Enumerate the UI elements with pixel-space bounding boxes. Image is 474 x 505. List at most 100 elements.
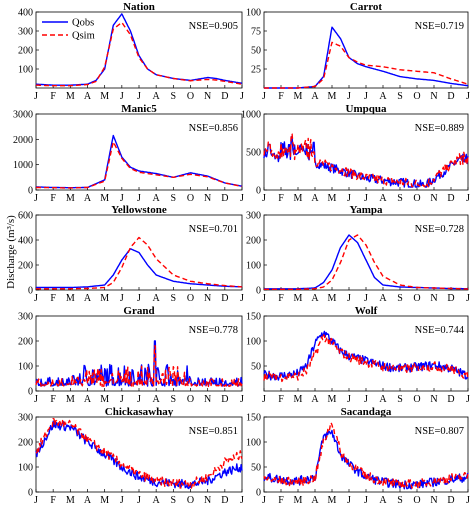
series-line-qsim <box>35 417 243 489</box>
x-tick-label: J <box>466 193 470 204</box>
x-tick-label: J <box>120 495 124 505</box>
x-tick-label: M <box>100 394 109 405</box>
nse-label: NSE=0.905 <box>189 21 238 32</box>
y-tick-label: 150 <box>246 312 261 323</box>
y-tick-label: 50 <box>251 362 261 373</box>
x-tick-label: S <box>171 293 177 304</box>
x-tick-label: A <box>153 495 161 505</box>
x-tick-label: N <box>204 495 211 505</box>
y-axis-label: Discharge (m³/s) <box>5 215 17 289</box>
y-tick-label: 100 <box>246 337 261 348</box>
x-tick-label: J <box>240 193 244 204</box>
x-tick-label: A <box>84 495 92 505</box>
x-tick-label: O <box>187 91 194 102</box>
x-tick-label: O <box>413 495 420 505</box>
x-tick-label: A <box>153 394 161 405</box>
x-tick-label: J <box>364 394 368 405</box>
legend: Qobs Qsim <box>42 18 95 42</box>
x-tick-label: J <box>120 91 124 102</box>
x-tick-label: N <box>204 193 211 204</box>
y-tick-label: 300 <box>18 413 33 424</box>
x-tick-label: J <box>262 193 266 204</box>
x-tick-label: F <box>50 495 56 505</box>
nse-label: NSE=0.889 <box>415 123 464 134</box>
series-line-qsim <box>263 133 469 188</box>
series-line-qsim <box>35 345 243 388</box>
series-line-qsim <box>263 422 469 490</box>
x-tick-label: J <box>137 495 141 505</box>
x-tick-label: J <box>364 91 368 102</box>
y-tick-label: 25 <box>251 65 261 76</box>
x-tick-label: M <box>294 293 303 304</box>
y-tick-label: 1000 <box>13 160 33 171</box>
panel-title: Chickasawhay <box>105 406 174 418</box>
x-tick-label: D <box>447 91 454 102</box>
x-tick-label: J <box>262 293 266 304</box>
x-tick-label: A <box>311 495 319 505</box>
x-tick-label: J <box>240 91 244 102</box>
x-tick-label: M <box>66 495 75 505</box>
y-tick-label: 150 <box>246 413 261 424</box>
nse-label: NSE=0.807 <box>415 426 464 437</box>
x-tick-label: M <box>100 495 109 505</box>
y-tick-label: 100 <box>246 8 261 19</box>
x-tick-label: D <box>221 91 228 102</box>
x-tick-label: J <box>466 495 470 505</box>
panel-title: Wolf <box>355 305 378 317</box>
panel-title: Manic5 <box>121 103 157 115</box>
x-tick-label: J <box>466 394 470 405</box>
y-tick-label: 0 <box>28 186 33 197</box>
plot-frame <box>35 11 243 89</box>
x-tick-label: J <box>347 91 351 102</box>
x-tick-label: A <box>379 91 387 102</box>
y-tick-label: 200 <box>18 261 33 272</box>
nse-label: NSE=0.778 <box>189 325 238 336</box>
y-tick-label: 100 <box>18 463 33 474</box>
x-tick-label: J <box>347 394 351 405</box>
y-tick-label: 400 <box>18 8 33 19</box>
y-tick-label: 400 <box>18 236 33 247</box>
x-tick-label: M <box>328 394 337 405</box>
x-tick-label: O <box>187 495 194 505</box>
x-tick-label: M <box>328 91 337 102</box>
x-tick-label: O <box>187 293 194 304</box>
x-tick-label: J <box>240 394 244 405</box>
x-tick-label: J <box>34 193 38 204</box>
x-tick-label: M <box>66 394 75 405</box>
x-tick-label: A <box>311 193 319 204</box>
x-tick-label: M <box>66 91 75 102</box>
plot-frame <box>35 113 243 191</box>
x-tick-label: S <box>397 394 403 405</box>
y-tick-label: 0 <box>256 488 261 499</box>
panel-title: Yellowstone <box>111 204 167 216</box>
x-tick-label: J <box>364 495 368 505</box>
x-tick-label: F <box>278 293 284 304</box>
panel-title: Yampa <box>349 204 383 216</box>
series-line-qsim <box>36 141 243 189</box>
x-tick-label: N <box>430 394 437 405</box>
x-tick-label: O <box>413 91 420 102</box>
nse-label: NSE=0.719 <box>415 21 464 32</box>
x-tick-label: J <box>262 394 266 405</box>
y-tick-label: 0 <box>256 286 261 297</box>
legend-label-qsim: Qsim <box>72 31 95 42</box>
x-tick-label: J <box>364 293 368 304</box>
y-tick-label: 50 <box>251 46 261 57</box>
x-tick-label: M <box>100 193 109 204</box>
x-tick-label: M <box>328 495 337 505</box>
x-tick-label: A <box>84 394 92 405</box>
x-tick-label: J <box>347 495 351 505</box>
y-tick-label: 0 <box>256 186 261 197</box>
panel-title: Umpqua <box>346 103 387 115</box>
x-tick-label: F <box>278 394 284 405</box>
y-tick-label: 200 <box>18 337 33 348</box>
series-line-qobs <box>36 248 243 289</box>
x-tick-label: S <box>397 193 403 204</box>
x-tick-label: A <box>311 394 319 405</box>
y-tick-label: 500 <box>246 148 261 159</box>
x-tick-label: S <box>397 91 403 102</box>
